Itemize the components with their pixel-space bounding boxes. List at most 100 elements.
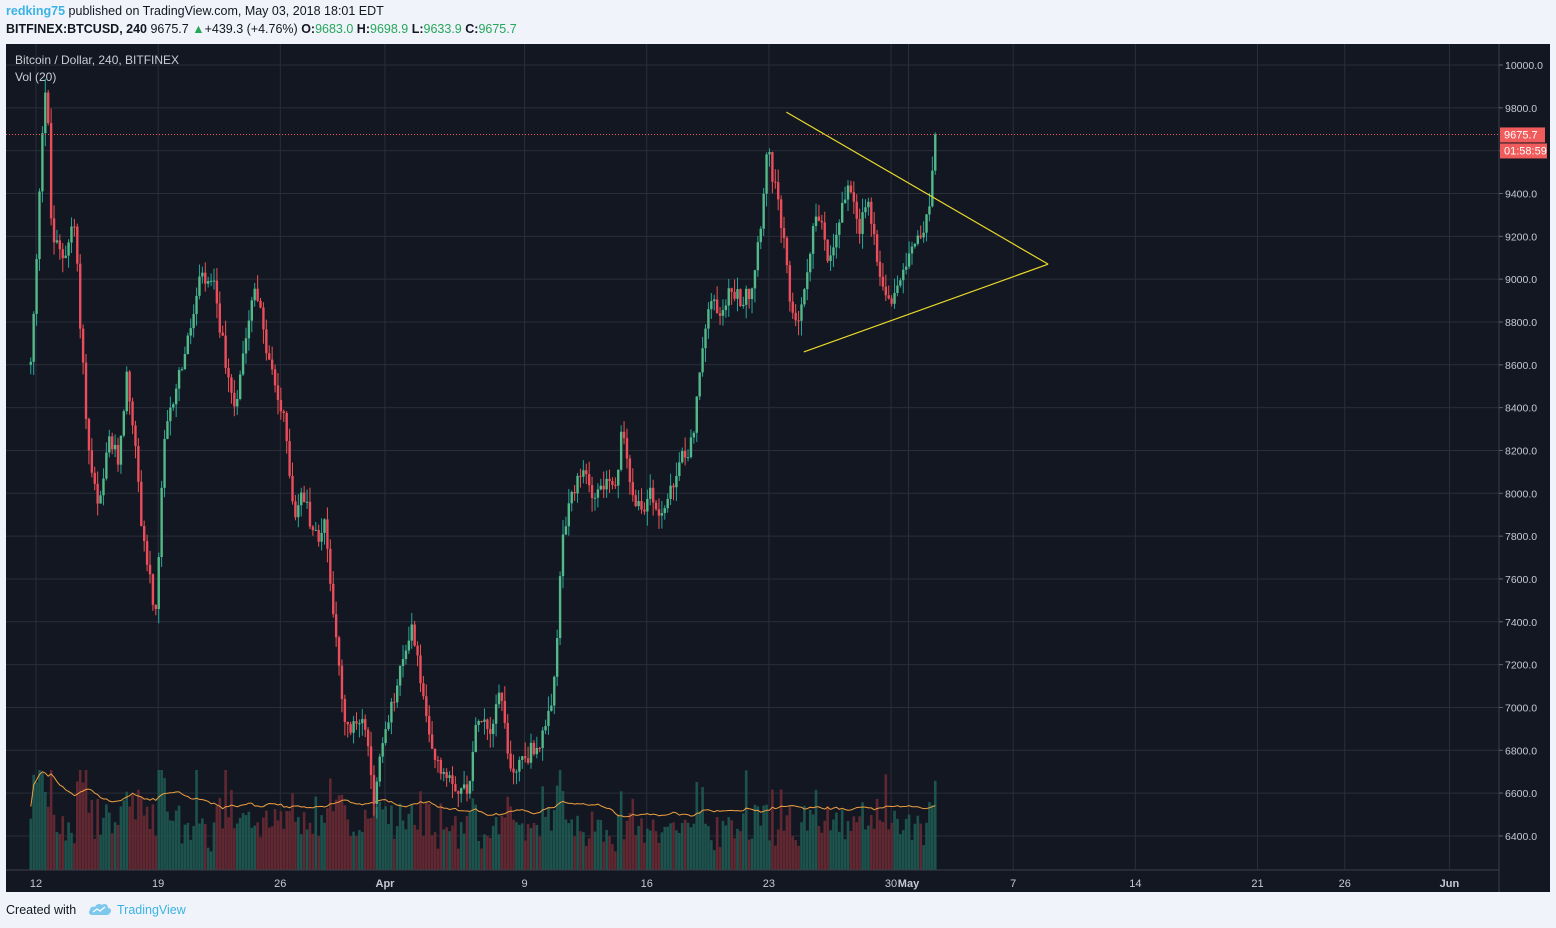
volume-bar [215,805,219,870]
volume-bar [340,794,344,870]
volume-bar [171,820,175,870]
candle-down [503,700,507,723]
candle-down [128,371,131,402]
volume-bar [358,830,361,870]
volume-bar [107,812,111,870]
volume-bar [375,806,379,870]
candle-down [500,692,504,701]
candle-up [695,396,698,433]
volume-bar [765,804,768,870]
candle-up [867,201,870,208]
volume-bar [910,839,914,870]
tradingview-cloud-icon[interactable] [88,902,112,916]
candle-down [489,728,492,734]
volume-bar [788,806,792,870]
volume-bar [680,823,684,870]
volume-bar [584,845,588,870]
candle-down [81,328,85,363]
volume-bar [372,791,376,870]
candle-up [721,310,725,316]
candle-up [521,756,524,760]
volume-bar [454,816,457,870]
candle-down [372,775,376,804]
price-chart[interactable]: 6400.0 6600.0 6800.0 7000.0 7200.0 7400.0 7600… [6,44,1550,892]
volume-bar [503,817,507,870]
volume-bar [148,828,152,870]
candle-up [189,328,192,336]
candle-down [227,367,230,378]
volume-bar [142,815,146,870]
volume-bar [797,845,800,870]
volume-bar [768,840,771,870]
candle-up [838,222,841,235]
volume-bar [395,826,399,870]
volume-bar [582,832,585,870]
volume-bar [113,822,117,870]
volume-bar [849,830,853,870]
volume-bar [177,805,181,870]
candle-up [323,519,326,533]
volume-bar [46,806,50,870]
candle-down [849,185,853,193]
price-tick-label: 7400.0 [1505,617,1537,629]
candle-down [142,526,146,542]
candle-up [829,255,832,262]
volume-bar [843,839,847,870]
last-price-tag-box [1500,127,1545,143]
volume-bar [32,774,35,870]
volume-bar [233,828,236,870]
volume-bar [480,848,483,870]
candle-down [326,519,329,549]
candle-up [713,299,716,302]
volume-bar [678,833,681,870]
candle-up [195,295,198,315]
candle-down [131,401,134,426]
candle-up [442,772,445,774]
candle-down [654,502,658,510]
volume-bar [506,796,510,870]
volume-bar [250,827,254,870]
volume-bar [523,840,527,870]
volume-bar [486,835,489,870]
candle-up [250,300,253,321]
author-link[interactable]: redking75 [6,4,66,18]
volume-bar [67,822,70,870]
volume-legend: Vol (20) [15,70,56,84]
volume-bar [78,770,82,870]
price-tick-label: 9000.0 [1505,274,1537,286]
candle-down [84,362,88,419]
volume-bar [596,819,600,870]
price-tick-label: 6400.0 [1505,831,1537,843]
volume-bar [759,825,763,870]
candle-down [311,526,315,531]
candle-down [221,332,224,336]
volume-bar [410,804,414,870]
candle-up [896,285,899,293]
candle-down [730,288,733,292]
tradingview-brand-link[interactable]: TradingView [117,903,186,917]
volume-bar [369,818,373,870]
candle-down [93,472,96,484]
candle-down [276,385,280,400]
candle-up [567,503,571,527]
candle-down [116,444,120,465]
chart-header: redking75 published on TradingView.com, … [0,0,1556,44]
volume-bar [256,822,259,870]
candle-down [134,425,137,446]
chart-area[interactable]: 6400.0 6600.0 6800.0 7000.0 7200.0 7400.0 7600… [6,44,1550,892]
volume-bar [326,808,329,870]
volume-bar [933,780,937,870]
volume-bar [567,823,571,870]
candle-up [529,742,533,763]
time-tick-label: 19 [152,878,164,890]
time-axis[interactable]: 12 19 26 Apr 9 16 23 30 May 7 14 21 26 Jun [30,878,1460,890]
volume-bar [58,833,62,870]
candle-up [649,487,652,499]
high-value: 9698.9 [370,22,409,36]
candle-up [675,476,678,488]
volume-bar [808,809,812,870]
volume-bar [721,820,725,870]
volume-bar [276,820,280,870]
candle-down [49,123,53,219]
volume-bar [814,790,818,870]
